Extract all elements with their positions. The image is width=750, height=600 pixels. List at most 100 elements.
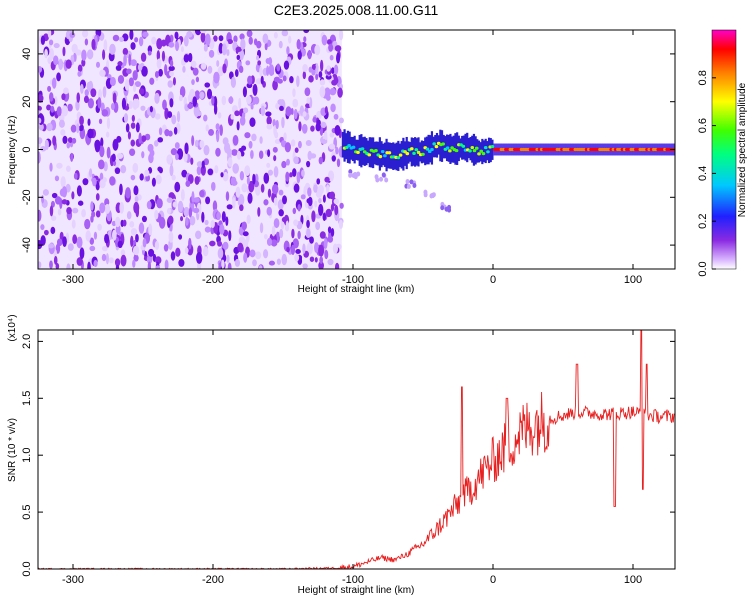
noise-speckle: [178, 94, 183, 102]
noise-speckle: [124, 79, 130, 91]
noise-speckle: [134, 196, 139, 203]
noise-speckle: [263, 172, 270, 184]
noise-speckle: [292, 88, 296, 98]
noise-speckle: [87, 118, 91, 126]
x-tick-label: -300: [62, 574, 84, 586]
noise-speckle: [93, 259, 98, 268]
noise-speckle: [115, 264, 120, 269]
noise-speckle: [339, 202, 344, 209]
noise-speckle: [130, 42, 136, 50]
noise-speckle: [65, 165, 71, 172]
noise-speckle: [81, 30, 89, 38]
noise-speckle: [216, 130, 220, 143]
signal-peak: [396, 156, 401, 160]
signal-peak: [356, 150, 360, 154]
noise-speckle: [49, 260, 53, 269]
noise-speckle: [239, 204, 244, 212]
noise-speckle: [188, 237, 192, 250]
noise-speckle: [305, 139, 312, 147]
noise-speckle: [318, 244, 325, 257]
noise-speckle: [109, 43, 116, 55]
noise-speckle: [84, 89, 89, 97]
noise-speckle: [329, 191, 336, 200]
noise-speckle: [296, 39, 301, 50]
noise-speckle: [140, 52, 147, 62]
noise-speckle: [318, 261, 324, 269]
x-tick-label: -200: [202, 274, 224, 286]
noise-speckle: [129, 221, 135, 228]
noise-speckle: [121, 97, 127, 110]
signal-band: [467, 137, 470, 159]
noise-speckle: [38, 94, 44, 103]
noise-speckle: [281, 116, 285, 129]
noise-speckle: [62, 135, 68, 144]
noise-speckle: [166, 197, 173, 204]
noise-speckle: [322, 194, 326, 203]
noise-speckle: [320, 59, 324, 72]
noise-speckle: [132, 84, 137, 93]
signal-band: [351, 137, 355, 162]
colorbar-tick-label: 0.6: [697, 118, 709, 133]
noise-speckle: [334, 262, 340, 269]
signal-peak: [486, 150, 490, 154]
signal-peak: [414, 148, 419, 152]
noise-speckle: [154, 92, 160, 104]
y-tick-label: 40: [21, 48, 33, 60]
signal-band: [382, 143, 385, 166]
noise-speckle: [226, 148, 232, 157]
signal-band: [402, 137, 405, 171]
noise-speckle: [324, 249, 329, 260]
noise-speckle: [271, 225, 276, 237]
noise-speckle: [171, 174, 176, 181]
noise-speckle: [105, 253, 109, 265]
signal-band: [449, 133, 452, 164]
noise-speckle: [122, 219, 127, 227]
noise-speckle: [286, 158, 290, 166]
signal-peak: [421, 152, 425, 156]
signal-band: [372, 137, 375, 169]
noise-speckle: [274, 131, 279, 139]
noise-speckle: [115, 216, 121, 228]
noise-speckle: [241, 221, 247, 231]
noise-speckle: [106, 117, 111, 130]
noise-speckle: [93, 231, 98, 240]
noise-speckle: [236, 121, 240, 131]
signal-band: [432, 136, 435, 158]
noise-speckle: [268, 260, 276, 266]
noise-speckle: [329, 54, 334, 61]
noise-speckle: [232, 163, 239, 174]
noise-speckle: [330, 227, 335, 237]
noise-speckle: [130, 227, 138, 236]
noise-speckle: [324, 87, 331, 98]
noise-speckle: [144, 169, 150, 177]
noise-speckle: [126, 211, 132, 220]
noise-speckle: [51, 77, 57, 89]
noise-speckle: [243, 252, 248, 263]
noise-speckle: [168, 41, 175, 48]
noise-speckle: [226, 49, 230, 56]
noise-speckle: [195, 251, 203, 264]
noise-speckle: [95, 210, 101, 218]
signal-band: [385, 138, 388, 172]
noise-speckle: [132, 162, 139, 173]
noise-speckle: [61, 93, 66, 101]
noise-speckle: [130, 59, 137, 67]
noise-speckle: [53, 255, 58, 265]
noise-speckle: [266, 162, 271, 168]
noise-speckle: [204, 82, 211, 88]
noise-speckle: [314, 44, 321, 56]
noise-speckle: [242, 86, 247, 98]
noise-speckle: [146, 254, 153, 264]
noise-speckle: [112, 34, 120, 42]
noise-speckle: [112, 160, 117, 166]
noise-speckle: [83, 95, 89, 104]
noise-speckle: [335, 146, 339, 155]
spectrogram-x-ticks: -300 -200 -100 0 100: [62, 30, 642, 286]
noise-speckle: [90, 215, 94, 223]
noise-speckle: [120, 249, 126, 257]
noise-speckle: [205, 196, 211, 205]
noise-speckle: [120, 254, 127, 267]
noise-speckle: [247, 75, 253, 85]
noise-speckle: [334, 45, 342, 52]
noise-speckle: [323, 130, 328, 140]
